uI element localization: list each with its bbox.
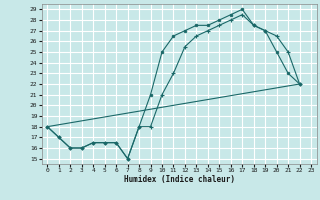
- X-axis label: Humidex (Indice chaleur): Humidex (Indice chaleur): [124, 175, 235, 184]
